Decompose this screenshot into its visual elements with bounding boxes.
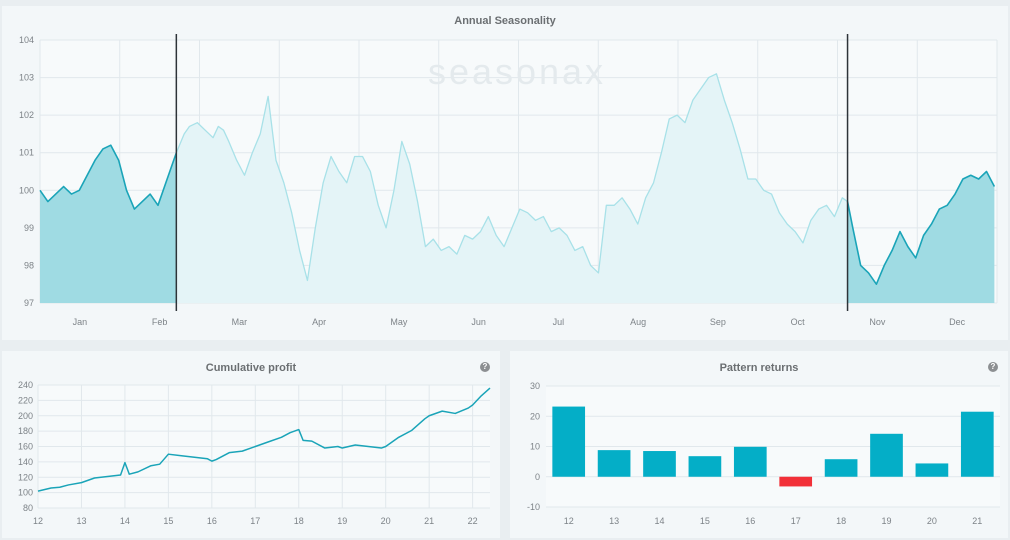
x-tick-label: 15 <box>163 516 173 526</box>
y-tick-label: 100 <box>18 488 33 498</box>
y-tick-label: 180 <box>18 426 33 436</box>
y-tick-label: 100 <box>19 185 34 195</box>
x-tick-label: 12 <box>33 516 43 526</box>
bar <box>915 463 949 477</box>
y-tick-label: 0 <box>535 472 540 482</box>
y-tick-label: 99 <box>24 223 34 233</box>
x-tick-label: 14 <box>120 516 130 526</box>
x-tick-label: 16 <box>745 516 755 526</box>
profit-line <box>37 387 491 492</box>
x-tick-label: 20 <box>381 516 391 526</box>
bar <box>824 459 858 477</box>
x-tick-label: Nov <box>869 317 886 327</box>
bar <box>733 446 767 477</box>
y-tick-label: -10 <box>527 502 540 512</box>
active-line-left <box>39 144 178 210</box>
y-tick-label: 103 <box>19 73 34 83</box>
y-tick-label: 104 <box>19 35 34 45</box>
y-tick-label: 220 <box>18 395 33 405</box>
x-tick-label: 19 <box>337 516 347 526</box>
y-tick-label: 120 <box>18 472 33 482</box>
x-tick-label: Apr <box>312 317 326 327</box>
help-icon[interactable]: ? <box>480 362 490 372</box>
y-tick-label: 101 <box>19 148 34 158</box>
active-area-right <box>847 171 995 303</box>
y-tick-label: 98 <box>24 260 34 270</box>
bar <box>688 456 722 477</box>
x-tick-label: 20 <box>927 516 937 526</box>
help-icon[interactable]: ? <box>988 362 998 372</box>
y-tick-label: 80 <box>23 503 33 513</box>
active-line-right <box>846 170 996 286</box>
y-tick-label: 102 <box>19 110 34 120</box>
pattern-returns-title: Pattern returns <box>719 362 799 374</box>
x-tick-label: 13 <box>609 516 619 526</box>
cumulative-profit-panel: Cumulative profit ? 80 100 120 140 160 180 200… <box>2 351 500 538</box>
active-area-left <box>40 145 177 303</box>
y-tick-label: 140 <box>18 457 33 467</box>
x-tick-label: 21 <box>972 516 982 526</box>
x-tick-label: 17 <box>250 516 260 526</box>
x-tick-label: Jul <box>553 317 565 327</box>
x-tick-label: 17 <box>791 516 801 526</box>
x-tick-label: 12 <box>564 516 574 526</box>
bar <box>597 450 631 477</box>
y-tick-label: 10 <box>530 442 540 452</box>
x-tick-label: Jun <box>471 317 486 327</box>
y-tick-label: 160 <box>18 442 33 452</box>
x-tick-label: Dec <box>949 317 966 327</box>
seasonality-title: Annual Seasonality <box>454 15 556 27</box>
bar <box>870 433 903 477</box>
bar <box>779 476 813 487</box>
x-tick-label: Sep <box>710 317 726 327</box>
cumulative-profit-title: Cumulative profit <box>205 362 297 374</box>
y-tick-label: 30 <box>530 381 540 391</box>
y-tick-label: 20 <box>530 411 540 421</box>
x-tick-label: 14 <box>654 516 664 526</box>
x-tick-label: 18 <box>294 516 304 526</box>
seasonality-panel: Annual Seasonality 97 98 99 100 101 102 103 104… <box>2 6 1008 340</box>
x-tick-label: 13 <box>76 516 86 526</box>
watermark: seasonax <box>428 51 606 92</box>
x-tick-label: Oct <box>791 317 806 327</box>
y-tick-label: 240 <box>18 380 33 390</box>
x-tick-label: Mar <box>232 317 248 327</box>
cumulative-profit-chart[interactable]: 80 100 120 140 160 180 200 220 240 12 13 14 15 16 17 18… <box>2 351 500 538</box>
x-tick-label: May <box>390 317 408 327</box>
inactive-area <box>176 73 848 303</box>
x-tick-label: Jan <box>73 317 88 327</box>
x-tick-label: 16 <box>207 516 217 526</box>
x-tick-label: Feb <box>152 317 168 327</box>
pattern-returns-panel: Pattern returns ? -10 0 10 20 30 12 13 14 15 16 17… <box>510 351 1008 538</box>
x-tick-label: 22 <box>468 516 478 526</box>
x-tick-label: 15 <box>700 516 710 526</box>
y-tick-label: 200 <box>18 411 33 421</box>
x-tick-label: 18 <box>836 516 846 526</box>
seasonality-chart[interactable]: 97 98 99 100 101 102 103 104 seasonax Jan Feb Mar Ap… <box>2 6 1008 340</box>
bar <box>960 411 994 477</box>
x-tick-label: 19 <box>881 516 891 526</box>
x-tick-label: Aug <box>630 317 646 327</box>
x-tick-label: 21 <box>424 516 434 526</box>
inactive-line <box>175 73 848 282</box>
y-tick-label: 97 <box>24 298 34 308</box>
bar <box>552 406 586 477</box>
pattern-returns-chart[interactable]: -10 0 10 20 30 12 13 14 15 16 17 18 19 20 21 <box>510 351 1008 538</box>
bar <box>643 451 676 477</box>
